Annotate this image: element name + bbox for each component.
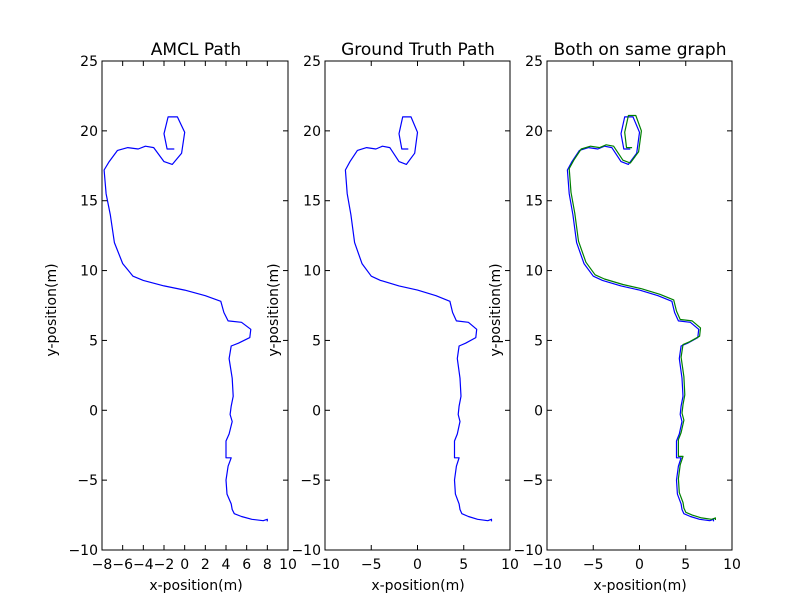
series-line-0 bbox=[344, 116, 493, 522]
x-tick-label: −2 bbox=[154, 557, 175, 573]
x-tick-label: 4 bbox=[222, 557, 231, 573]
x-tick-label: −8 bbox=[92, 557, 113, 573]
y-axis-label: y-position(m) bbox=[44, 263, 60, 356]
x-tick-label: 5 bbox=[681, 557, 690, 573]
subplot-amcl-path: AMCL Path x-position(m) y-position(m) −8… bbox=[44, 40, 297, 594]
subplot-title: AMCL Path bbox=[151, 40, 241, 60]
axes-frame bbox=[546, 60, 733, 551]
x-tick-label: 0 bbox=[635, 557, 644, 573]
plot-area: −10 −5 0 5 10 −10 −5 0 5 10 15 20 25 bbox=[513, 54, 740, 573]
axes-frame bbox=[324, 60, 511, 551]
y-tick-label: 0 bbox=[312, 403, 321, 419]
x-axis-label: x-position(m) bbox=[371, 578, 464, 594]
y-tick-label: −5 bbox=[522, 473, 543, 489]
y-tick-label: 25 bbox=[303, 54, 321, 70]
y-tick-label: 20 bbox=[303, 124, 321, 140]
y-tick-label: 15 bbox=[525, 194, 543, 210]
axes-frame bbox=[101, 60, 289, 551]
y-tick-label: −10 bbox=[513, 543, 543, 559]
x-tick-label: 0 bbox=[180, 557, 189, 573]
y-tick-label: −5 bbox=[300, 473, 321, 489]
subplot-title: Ground Truth Path bbox=[341, 40, 495, 60]
y-tick-label: −5 bbox=[77, 473, 98, 489]
y-tick-label: −10 bbox=[291, 543, 321, 559]
x-tick-label: 0 bbox=[413, 557, 422, 573]
x-tick-label: −5 bbox=[583, 557, 604, 573]
y-tick-label: 15 bbox=[80, 194, 98, 210]
y-tick-label: 15 bbox=[303, 194, 321, 210]
y-tick-label: 20 bbox=[525, 124, 543, 140]
series-line-0 bbox=[103, 116, 268, 522]
y-tick-label: 25 bbox=[525, 54, 543, 70]
x-tick-label: 10 bbox=[501, 557, 519, 573]
x-tick-label: 5 bbox=[459, 557, 468, 573]
subplot-title: Both on same graph bbox=[554, 40, 727, 60]
y-tick-label: 5 bbox=[534, 333, 543, 349]
y-tick-label: 20 bbox=[80, 124, 98, 140]
y-tick-label: 5 bbox=[89, 333, 98, 349]
x-tick-label: 6 bbox=[242, 557, 251, 573]
x-tick-label: 8 bbox=[263, 557, 272, 573]
x-tick-label: −6 bbox=[112, 557, 133, 573]
y-tick-label: 5 bbox=[312, 333, 321, 349]
x-axis-label: x-position(m) bbox=[593, 578, 686, 594]
y-axis-label: y-position(m) bbox=[488, 263, 504, 356]
y-tick-label: 0 bbox=[534, 403, 543, 419]
subplot-ground-truth-path: Ground Truth Path x-position(m) y-positi… bbox=[266, 40, 519, 594]
x-tick-label: 2 bbox=[201, 557, 210, 573]
x-tick-label: −5 bbox=[361, 557, 382, 573]
series-line-1 bbox=[568, 114, 717, 520]
plot-area: −10 −5 0 5 10 −10 −5 0 5 10 15 20 25 bbox=[291, 54, 518, 573]
y-tick-label: 10 bbox=[525, 264, 543, 280]
y-tick-label: 25 bbox=[80, 54, 98, 70]
y-tick-label: 10 bbox=[80, 264, 98, 280]
y-tick-label: −10 bbox=[68, 543, 98, 559]
subplot-both-on-same-graph: Both on same graph x-position(m) y-posit… bbox=[488, 40, 741, 594]
y-axis-label: y-position(m) bbox=[266, 263, 282, 356]
y-tick-label: 0 bbox=[89, 403, 98, 419]
x-tick-label: 10 bbox=[279, 557, 297, 573]
y-tick-label: 10 bbox=[303, 264, 321, 280]
series-line-0 bbox=[566, 116, 715, 522]
x-tick-label: 10 bbox=[723, 557, 741, 573]
x-axis-label: x-position(m) bbox=[149, 578, 242, 594]
x-tick-label: −10 bbox=[310, 557, 340, 573]
x-tick-label: −10 bbox=[532, 557, 562, 573]
x-tick-label: −4 bbox=[133, 557, 154, 573]
